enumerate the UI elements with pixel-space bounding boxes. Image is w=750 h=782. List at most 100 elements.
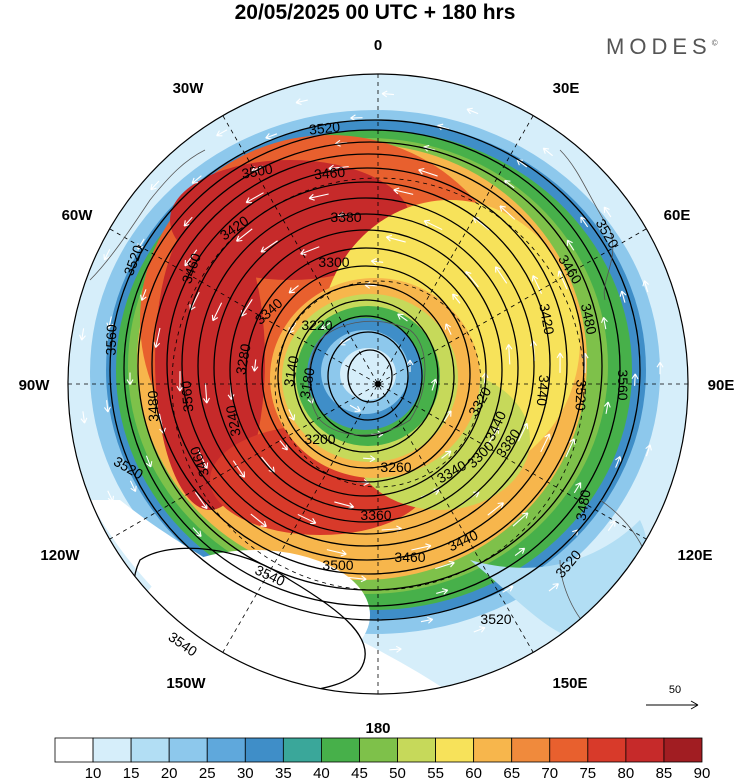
contour-label: 3560 xyxy=(615,369,631,400)
wind-vector xyxy=(418,167,438,177)
wind-vector xyxy=(505,344,513,365)
meridian-30e-150w xyxy=(222,115,534,653)
wind-vector xyxy=(107,490,114,503)
contour xyxy=(293,299,439,453)
lon-label-60w: 60W xyxy=(62,207,94,224)
reference-vector: 50 xyxy=(646,684,699,710)
wind-vector xyxy=(370,258,384,265)
contour-label: 3520 xyxy=(308,118,341,137)
colorbar-tick-label: 60 xyxy=(465,765,482,782)
wind-vector xyxy=(303,641,316,648)
lon-label-60e: 60E xyxy=(664,207,691,224)
wind-vector xyxy=(222,611,234,619)
meridian-60e-120w xyxy=(109,228,647,540)
colorbar-swatch xyxy=(359,737,398,763)
contour-label: 3480 xyxy=(144,390,161,422)
polar-calm xyxy=(340,348,396,400)
wind-vector xyxy=(466,107,479,115)
wind-vector xyxy=(250,598,262,606)
colorbar-swatch xyxy=(625,737,665,763)
wind-speed-shading xyxy=(68,74,688,694)
contour-label: 3500 xyxy=(240,160,274,181)
wind-vectors xyxy=(79,90,664,653)
contour-label: 3460 xyxy=(313,164,346,183)
wind-vector xyxy=(397,313,408,322)
colorbar-swatch xyxy=(511,737,551,763)
wind-vector xyxy=(642,280,650,293)
wind-vector xyxy=(349,404,361,412)
contour-label: 3520 xyxy=(572,379,589,411)
wind-vector xyxy=(473,626,486,633)
reference-vector-label: 50 xyxy=(669,684,681,696)
contour-label: 3220 xyxy=(301,317,332,333)
colorbar-swatch xyxy=(587,737,627,763)
contour xyxy=(261,265,471,483)
colorbar-tick-label: 50 xyxy=(389,765,406,782)
colorbar-tick-label: 85 xyxy=(656,765,673,782)
wind-vector xyxy=(153,327,161,348)
contour-label: 3560 xyxy=(178,380,197,413)
wind-vector xyxy=(184,249,198,267)
colorbar-tick-label: 45 xyxy=(351,765,368,782)
wind-vector xyxy=(494,266,508,284)
wind-vector xyxy=(389,645,402,653)
contour-label: 3300 xyxy=(318,254,349,270)
colorbar-tick-label: 35 xyxy=(275,765,292,782)
contour-label: 3240 xyxy=(222,404,243,438)
contour xyxy=(181,181,551,547)
wind-vector xyxy=(103,248,111,261)
wind-vector xyxy=(126,372,134,385)
wind-vector xyxy=(615,456,622,468)
wind-vector xyxy=(179,549,190,559)
wind-vector xyxy=(236,228,253,242)
lon-label-90w: 90W xyxy=(19,377,51,394)
contour-label: 3420 xyxy=(536,302,557,336)
wind-vector xyxy=(435,560,455,570)
wind-vector xyxy=(80,411,88,424)
wind-vector xyxy=(514,547,526,556)
wind-vector xyxy=(548,583,559,592)
graticule xyxy=(68,74,688,694)
wind-vector xyxy=(565,438,576,458)
lon-label-150w: 150W xyxy=(166,675,206,692)
wind-vector xyxy=(393,187,414,195)
colorbar-swatch xyxy=(473,737,513,763)
colorbar-swatch xyxy=(663,737,703,763)
wind-vector xyxy=(441,450,452,459)
meridian-60w-120e xyxy=(109,228,647,540)
colorbar: 10 15 20 25 30 35 40 45 50 55 60 65 70 75 80 85 90 xyxy=(54,737,710,782)
contour xyxy=(166,167,568,561)
colorbar-tick-label: 40 xyxy=(313,765,330,782)
wind-vector xyxy=(216,129,228,137)
colorbar-tick-label: 80 xyxy=(618,765,635,782)
wind-vector xyxy=(183,216,193,227)
colorbar-tick-label: 20 xyxy=(161,765,178,782)
wind-vector xyxy=(250,513,267,528)
map-boundary xyxy=(67,73,689,695)
colorbar-tick-label: 15 xyxy=(123,765,140,782)
reference-vector-head xyxy=(690,700,699,710)
colorbar-tick-label: 75 xyxy=(579,765,596,782)
wind-vector xyxy=(279,440,288,451)
wind-vector xyxy=(191,175,202,184)
contour-label: 3380 xyxy=(330,209,361,225)
colorbar-tick-label: 65 xyxy=(503,765,520,782)
contour xyxy=(109,119,641,621)
coastline-antarctica xyxy=(308,320,426,436)
wind-vector xyxy=(452,293,461,304)
coastline-africa xyxy=(559,149,614,301)
contour-label: 3440 xyxy=(534,374,553,407)
wind-vector xyxy=(320,321,332,330)
wind-vector xyxy=(129,480,137,493)
wind-vector xyxy=(556,352,564,373)
colorbar-swatch xyxy=(549,737,589,763)
colorbar-swatch xyxy=(92,737,132,763)
contour xyxy=(151,153,585,575)
wind-vector xyxy=(619,290,627,303)
modes-logo: MODES© xyxy=(606,34,718,60)
contour-label: 3460 xyxy=(394,549,425,565)
colorbar-swatch xyxy=(54,737,94,763)
colorbar-swatch xyxy=(130,737,170,763)
contour xyxy=(213,213,519,523)
